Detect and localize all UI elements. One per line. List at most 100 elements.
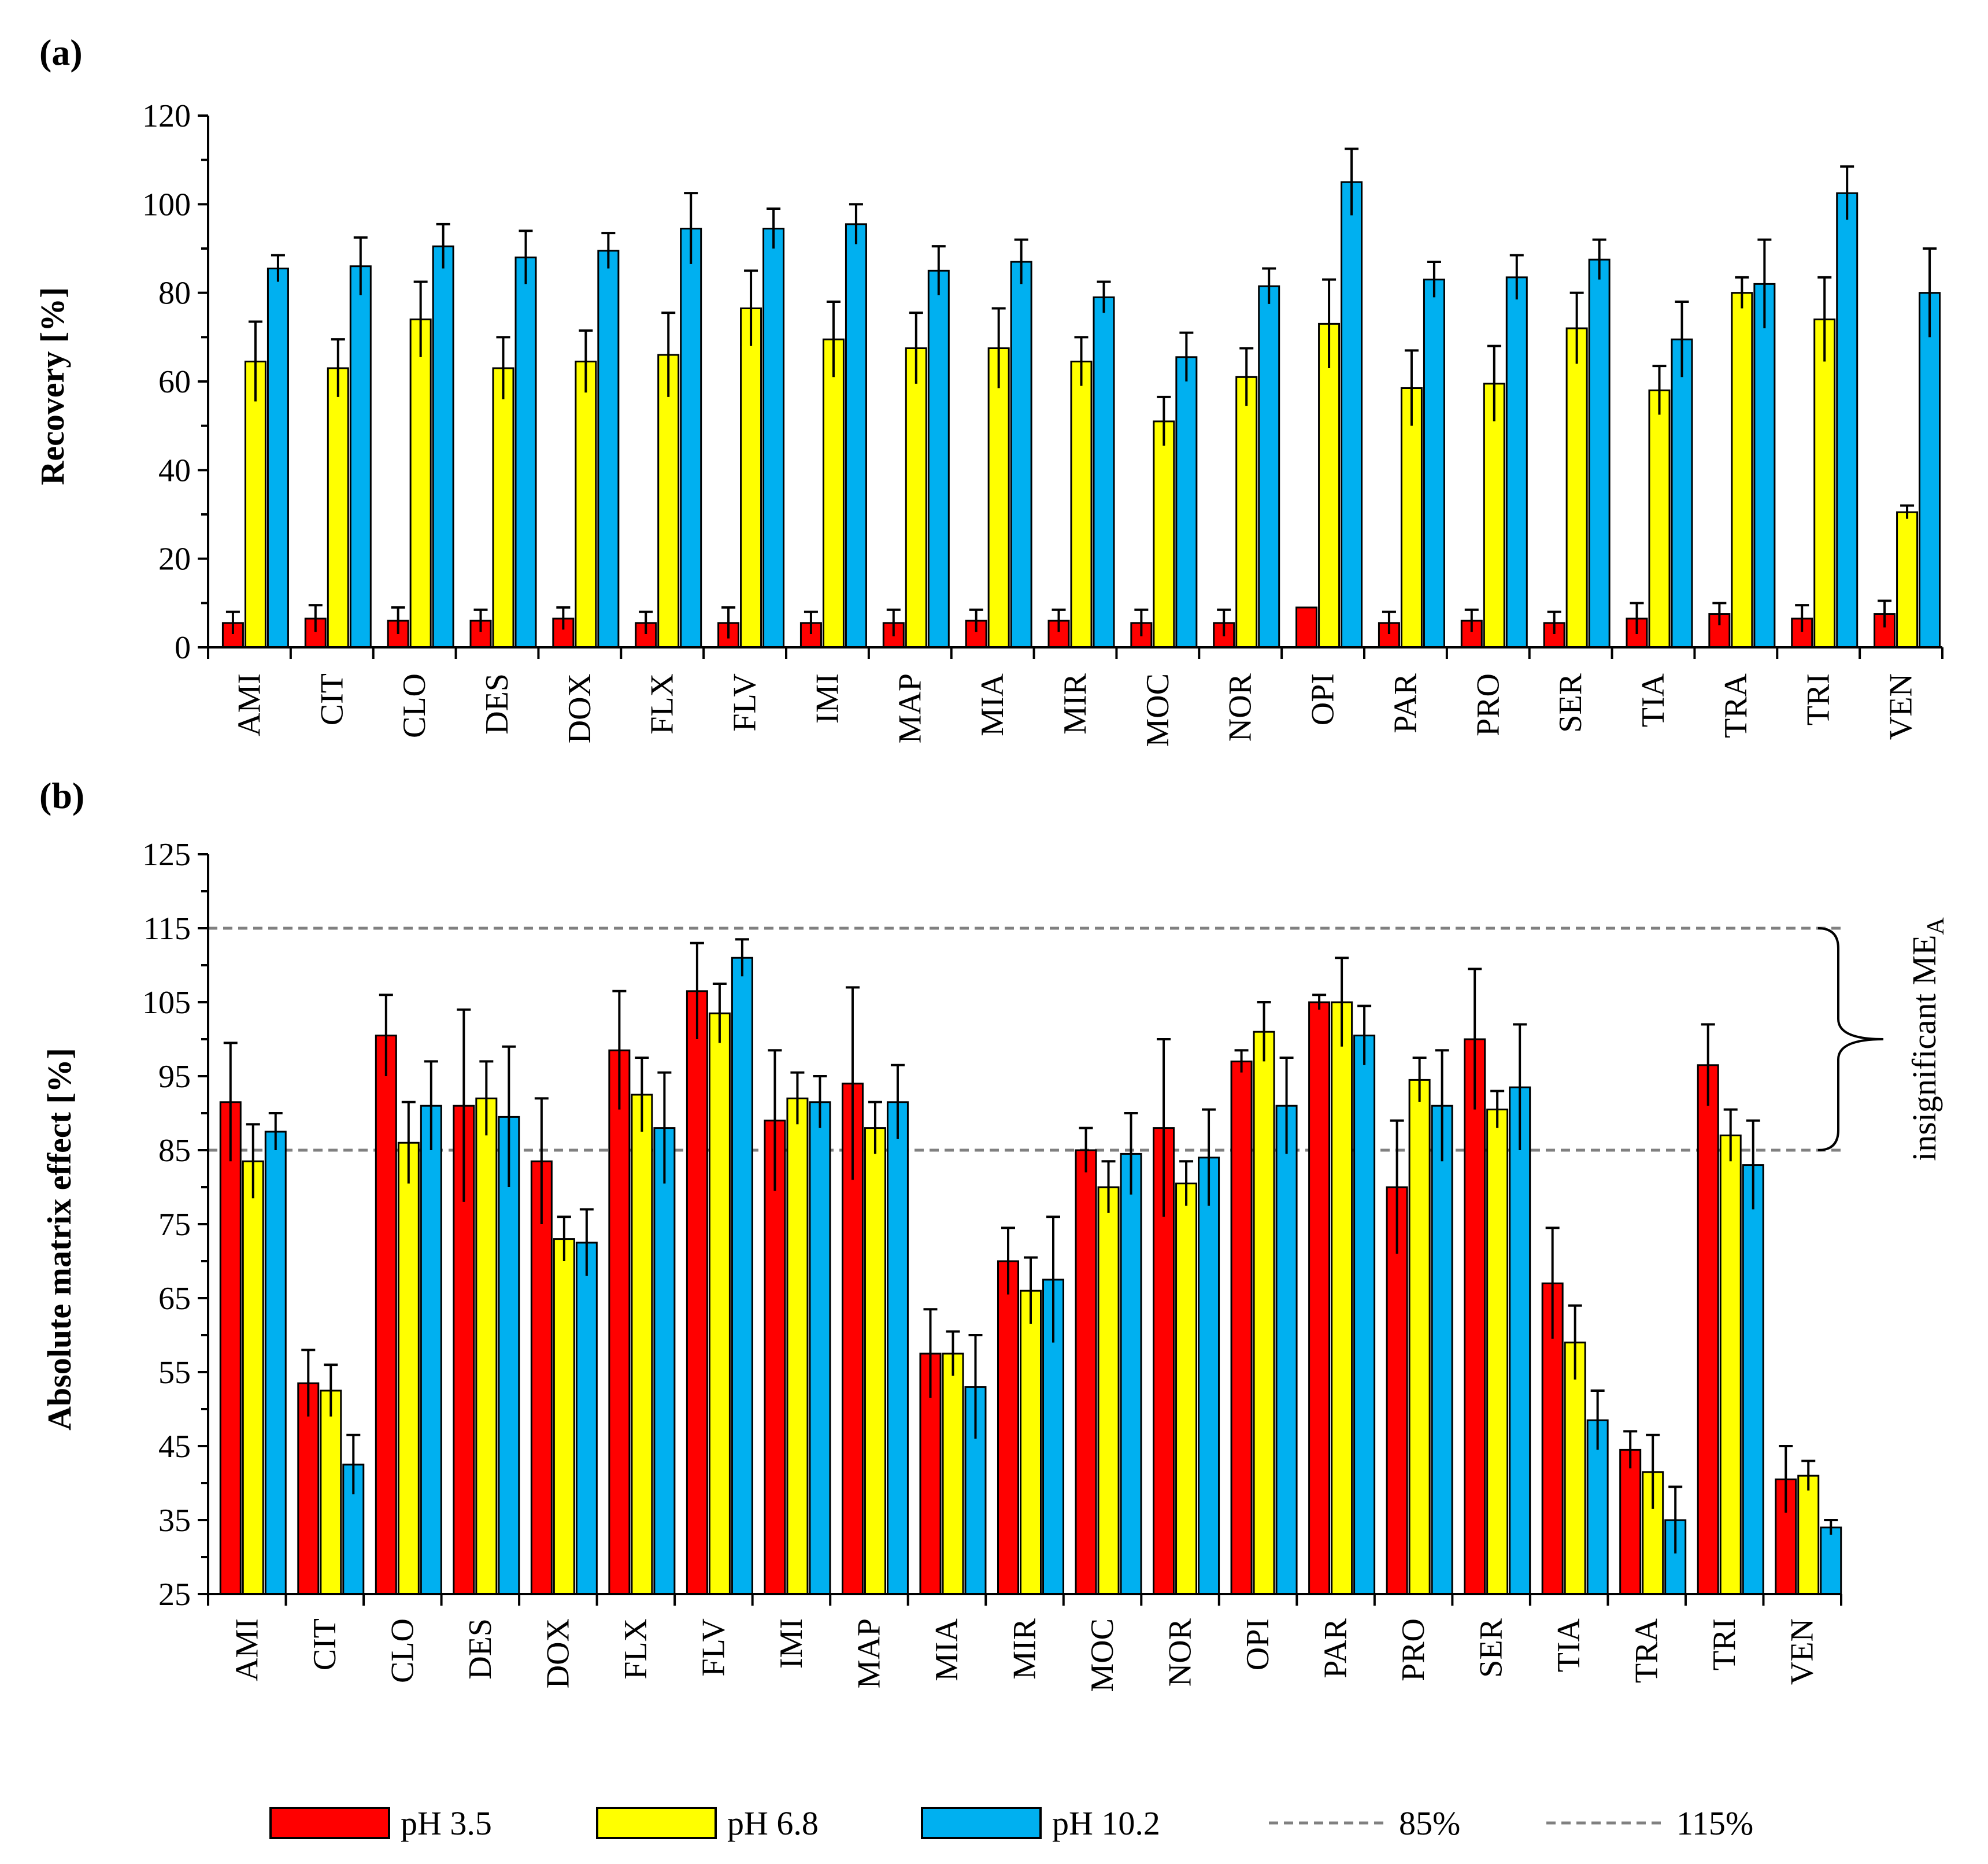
bar-moc-ph-10-2 [1175, 356, 1198, 648]
bar-des-ph-10-2 [498, 1116, 520, 1595]
bar-nor-ph-10-2 [1258, 285, 1280, 648]
y-tick-label: 0 [175, 630, 191, 666]
x-category-label-mir: MIR [1057, 673, 1093, 734]
x-category-label-tia: TIA [1551, 1618, 1587, 1672]
bar-flx-ph-10-2 [653, 1127, 676, 1595]
bar-tia-ph-6-8 [1648, 389, 1671, 648]
bar-ami-ph-6-8 [242, 1160, 264, 1595]
bar-ser-ph-6-8 [1486, 1109, 1509, 1595]
bar-des-ph-10-2 [514, 256, 537, 648]
x-category-label-ser: SER [1553, 673, 1589, 732]
panel-b-y-axis: 25 35 45 55 65 75 85 95 105 115 125 [142, 837, 209, 1613]
x-category-label-ven: VEN [1883, 673, 1919, 740]
legend-label: pH 10.2 [1052, 1804, 1160, 1842]
x-category-label-moc: MOC [1140, 673, 1176, 747]
bar-dox-ph-6-8 [575, 361, 597, 648]
bar-map-ph-10-2 [927, 269, 950, 648]
bar-mir-ph-3-5 [997, 1260, 1019, 1595]
y-tick-label: 120 [142, 98, 191, 134]
bar-ven-ph-6-8 [1797, 1474, 1820, 1595]
bar-flv-ph-3-5 [686, 990, 708, 1595]
x-category-label-imi: IMI [773, 1618, 809, 1669]
y-tick-label: 80 [158, 276, 191, 312]
y-tick-label: 95 [158, 1059, 191, 1095]
x-category-label-flv: FLV [727, 673, 763, 732]
bar-nor-ph-6-8 [1235, 376, 1258, 648]
bar-moc-ph-6-8 [1097, 1186, 1120, 1595]
legend-swatch-ph-6-8 [596, 1807, 717, 1839]
x-category-label-cit: CIT [314, 673, 350, 725]
bar-ser-ph-10-2 [1509, 1086, 1531, 1595]
bar-flv-ph-10-2 [731, 957, 753, 1595]
x-category-label-par: PAR [1318, 1618, 1354, 1678]
bar-ven-ph-6-8 [1896, 511, 1919, 648]
panel-b-label: (b) [39, 775, 84, 816]
panel-b-annotation: insignificant MEA [1817, 917, 1949, 1161]
bar-clo-ph-3-5 [375, 1035, 397, 1595]
panel-b-y-axis-title: Absolute matrix effect [%] [40, 1048, 78, 1431]
bar-imi-ph-6-8 [786, 1097, 809, 1595]
bar-tri-ph-10-2 [1742, 1164, 1764, 1595]
x-category-label-flx: FLX [645, 673, 680, 735]
x-category-label-tri: TRI [1706, 1618, 1742, 1670]
y-tick-label: 20 [158, 542, 191, 577]
bar-mir-ph-6-8 [1020, 1289, 1042, 1595]
legend: pH 3.5 pH 6.8 pH 10.2 85% 115% [269, 1804, 1753, 1842]
bar-flv-ph-6-8 [708, 1012, 731, 1595]
panel-a-label: (a) [39, 32, 83, 73]
bar-opi-ph-10-2 [1275, 1105, 1298, 1595]
bar-opi-ph-6-8 [1318, 323, 1341, 648]
bar-flx-ph-6-8 [657, 354, 680, 648]
y-tick-label: 35 [158, 1503, 191, 1539]
y-tick-label: 25 [158, 1577, 191, 1613]
bar-mia-ph-6-8 [987, 347, 1010, 648]
bar-pro-ph-10-2 [1505, 276, 1528, 648]
bar-dox-ph-3-5 [530, 1160, 553, 1595]
bar-par-ph-10-2 [1353, 1035, 1376, 1595]
x-category-label-tri: TRI [1801, 673, 1837, 725]
bar-nor-ph-10-2 [1198, 1157, 1220, 1595]
bar-ven-ph-10-2 [1919, 292, 1941, 648]
bar-cit-ph-10-2 [349, 265, 372, 648]
bar-ser-ph-6-8 [1565, 327, 1588, 648]
x-category-label-flx: FLX [618, 1618, 654, 1680]
y-tick-label: 45 [158, 1429, 191, 1465]
bar-tra-ph-3-5 [1619, 1448, 1642, 1595]
y-tick-label: 60 [158, 364, 191, 400]
x-category-label-pro: PRO [1470, 673, 1506, 736]
bar-ser-ph-3-5 [1464, 1038, 1486, 1595]
x-category-label-ven: VEN [1785, 1618, 1820, 1685]
x-category-label-ser: SER [1474, 1618, 1509, 1677]
x-category-label-tra: TRA [1718, 673, 1754, 738]
bar-mia-ph-6-8 [942, 1352, 964, 1595]
bar-flx-ph-3-5 [608, 1049, 631, 1595]
x-category-label-mir: MIR [1007, 1618, 1043, 1679]
bar-pro-ph-6-8 [1483, 383, 1505, 648]
bar-tra-ph-10-2 [1753, 283, 1776, 648]
bar-par-ph-6-8 [1400, 387, 1423, 648]
bar-flx-ph-10-2 [680, 228, 702, 648]
bar-moc-ph-6-8 [1153, 420, 1175, 648]
bar-flv-ph-10-2 [762, 228, 785, 648]
bar-cit-ph-6-8 [327, 367, 349, 648]
bar-ser-ph-10-2 [1588, 258, 1611, 648]
x-category-label-nor: NOR [1223, 673, 1258, 742]
bar-par-ph-6-8 [1331, 1001, 1353, 1595]
x-category-label-flv: FLV [695, 1618, 731, 1677]
legend-swatch-ph-3-5 [269, 1807, 390, 1839]
y-tick-label: 55 [158, 1355, 191, 1391]
x-category-label-mia: MIA [975, 673, 1010, 736]
bar-tri-ph-6-8 [1813, 318, 1836, 648]
bar-par-ph-3-5 [1308, 1001, 1331, 1595]
x-category-label-opi: OPI [1305, 673, 1341, 725]
bar-moc-ph-3-5 [1075, 1149, 1097, 1595]
bar-moc-ph-10-2 [1120, 1153, 1142, 1595]
bar-tia-ph-6-8 [1564, 1342, 1586, 1595]
panel-a-y-axis-title: Recovery [%] [34, 287, 71, 486]
bar-tri-ph-6-8 [1719, 1134, 1742, 1595]
legend-swatch-ph-10-2 [921, 1807, 1042, 1839]
bar-ami-ph-6-8 [244, 361, 266, 648]
bar-ami-ph-3-5 [219, 1101, 242, 1595]
y-tick-label: 40 [158, 453, 191, 488]
